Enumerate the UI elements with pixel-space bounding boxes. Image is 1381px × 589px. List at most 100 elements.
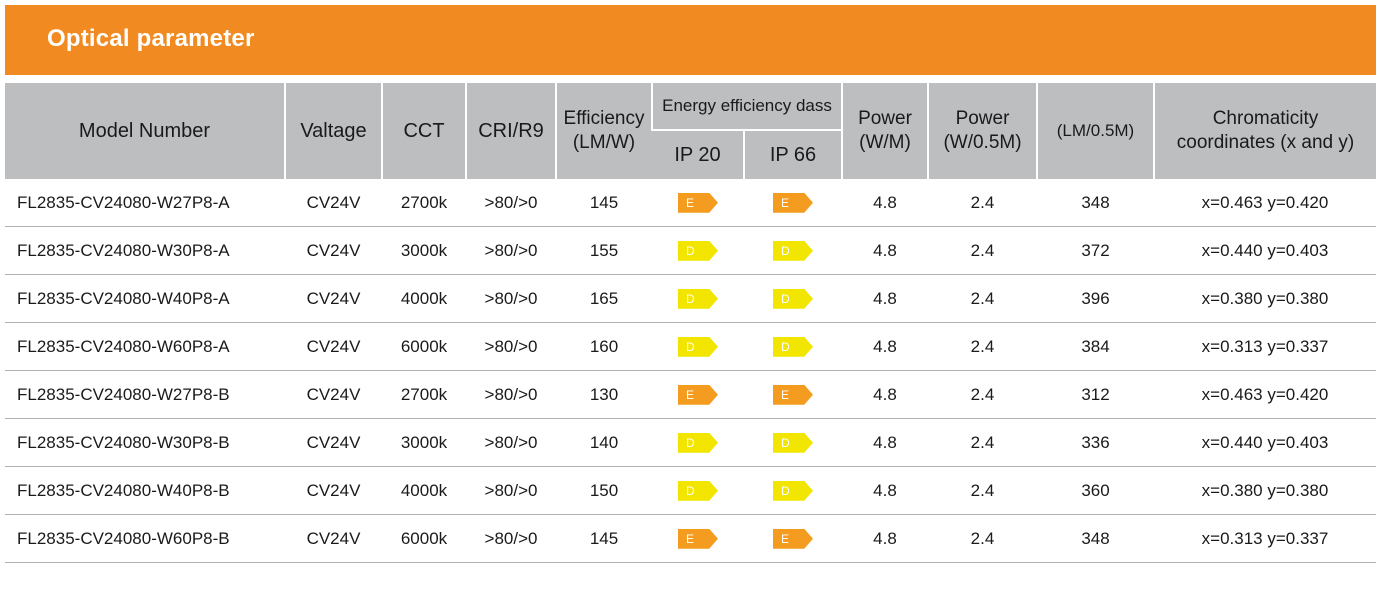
efficiency-cell: 150 [556, 466, 652, 515]
power-per-meter-cell: 4.8 [842, 322, 928, 371]
power-per-half-meter-cell: 2.4 [928, 466, 1037, 515]
lumen-cell: 312 [1037, 370, 1154, 419]
cct-cell: 6000k [382, 514, 466, 563]
energy-class-badge: E [678, 384, 718, 405]
ip66-class-cell: D [744, 274, 842, 323]
model-number-cell: FL2835-CV24080-W30P8-B [5, 418, 285, 467]
table-row: FL2835-CV24080-W60P8-A CV24V 6000k >80/>0 16… [5, 322, 1376, 371]
energy-class-badge: D [678, 336, 718, 357]
energy-class-badge: D [773, 336, 813, 357]
voltage-cell: CV24V [285, 466, 382, 515]
model-number-cell: FL2835-CV24080-W30P8-A [5, 226, 285, 275]
power-per-half-meter-cell: 2.4 [928, 370, 1037, 419]
voltage-cell: CV24V [285, 370, 382, 419]
power-per-meter-cell: 4.8 [842, 418, 928, 467]
ip20-class-cell: E [652, 179, 744, 227]
efficiency-cell: 140 [556, 418, 652, 467]
energy-class-badge: D [773, 480, 813, 501]
power-per-half-meter-cell: 2.4 [928, 179, 1037, 227]
voltage-cell: CV24V [285, 322, 382, 371]
power-per-half-meter-cell: 2.4 [928, 322, 1037, 371]
header-energy-efficiency-class: Energy efficiency dass [651, 83, 842, 131]
cri-cell: >80/>0 [466, 322, 556, 371]
energy-class-badge: D [678, 432, 718, 453]
table-row: FL2835-CV24080-W27P8-B CV24V 2700k >80/>0 13… [5, 370, 1376, 419]
cct-cell: 2700k [382, 179, 466, 227]
model-number-cell: FL2835-CV24080-W60P8-B [5, 514, 285, 563]
ip66-class-cell: D [744, 418, 842, 467]
lumen-cell: 384 [1037, 322, 1154, 371]
efficiency-cell: 160 [556, 322, 652, 371]
efficiency-cell: 155 [556, 226, 652, 275]
table-row: FL2835-CV24080-W40P8-A CV24V 4000k >80/>0 16… [5, 274, 1376, 323]
power-per-meter-cell: 4.8 [842, 466, 928, 515]
cct-cell: 6000k [382, 322, 466, 371]
ip66-class-cell: E [744, 370, 842, 419]
power-per-half-meter-cell: 2.4 [928, 226, 1037, 275]
lumen-cell: 348 [1037, 179, 1154, 227]
chromaticity-cell: x=0.313 y=0.337 [1154, 322, 1376, 371]
header-lumen-per-half-meter: (LM/0.5M) [1036, 83, 1154, 179]
power-per-meter-cell: 4.8 [842, 274, 928, 323]
energy-class-badge: D [773, 432, 813, 453]
ip20-class-cell: E [652, 514, 744, 563]
model-number-cell: FL2835-CV24080-W40P8-B [5, 466, 285, 515]
voltage-cell: CV24V [285, 418, 382, 467]
lumen-cell: 396 [1037, 274, 1154, 323]
lumen-cell: 360 [1037, 466, 1154, 515]
cri-cell: >80/>0 [466, 370, 556, 419]
chromaticity-cell: x=0.440 y=0.403 [1154, 418, 1376, 467]
chromaticity-cell: x=0.313 y=0.337 [1154, 514, 1376, 563]
ip20-class-cell: E [652, 370, 744, 419]
efficiency-cell: 165 [556, 274, 652, 323]
ip20-class-cell: D [652, 418, 744, 467]
energy-class-badge: E [678, 192, 718, 213]
ip66-class-cell: E [744, 179, 842, 227]
efficiency-cell: 145 [556, 514, 652, 563]
header-cri: CRI/R9 [465, 83, 556, 179]
cri-cell: >80/>0 [466, 179, 556, 227]
model-number-cell: FL2835-CV24080-W40P8-A [5, 274, 285, 323]
header-power-per-meter: Power (W/M) [841, 83, 928, 179]
header-voltage: Valtage [284, 83, 382, 179]
power-per-half-meter-cell: 2.4 [928, 418, 1037, 467]
model-number-cell: FL2835-CV24080-W27P8-B [5, 370, 285, 419]
energy-class-badge: E [678, 528, 718, 549]
table-row: FL2835-CV24080-W30P8-B CV24V 3000k >80/>0 14… [5, 418, 1376, 467]
ip66-class-cell: D [744, 322, 842, 371]
table-row: FL2835-CV24080-W60P8-B CV24V 6000k >80/>0 14… [5, 514, 1376, 563]
model-number-cell: FL2835-CV24080-W60P8-A [5, 322, 285, 371]
voltage-cell: CV24V [285, 514, 382, 563]
cct-cell: 4000k [382, 274, 466, 323]
chromaticity-cell: x=0.463 y=0.420 [1154, 179, 1376, 227]
ip66-class-cell: E [744, 514, 842, 563]
ip20-class-cell: D [652, 274, 744, 323]
header-power-per-half-meter: Power (W/0.5M) [927, 83, 1037, 179]
chromaticity-cell: x=0.380 y=0.380 [1154, 466, 1376, 515]
efficiency-cell: 130 [556, 370, 652, 419]
energy-class-badge: D [678, 288, 718, 309]
cri-cell: >80/>0 [466, 274, 556, 323]
power-per-meter-cell: 4.8 [842, 226, 928, 275]
model-number-cell: FL2835-CV24080-W27P8-A [5, 179, 285, 227]
cct-cell: 3000k [382, 418, 466, 467]
chromaticity-cell: x=0.463 y=0.420 [1154, 370, 1376, 419]
table-row: FL2835-CV24080-W40P8-B CV24V 4000k >80/>0 15… [5, 466, 1376, 515]
chromaticity-cell: x=0.380 y=0.380 [1154, 274, 1376, 323]
energy-class-badge: D [678, 480, 718, 501]
voltage-cell: CV24V [285, 179, 382, 227]
header-ip66: IP 66 [743, 130, 842, 179]
table-row: FL2835-CV24080-W30P8-A CV24V 3000k >80/>0 15… [5, 226, 1376, 275]
page-title: Optical parameter [47, 25, 255, 52]
voltage-cell: CV24V [285, 226, 382, 275]
ip20-class-cell: D [652, 322, 744, 371]
cct-cell: 2700k [382, 370, 466, 419]
power-per-meter-cell: 4.8 [842, 514, 928, 563]
lumen-cell: 348 [1037, 514, 1154, 563]
header-chromaticity: Chromaticity coordinates (x and y) [1153, 83, 1376, 179]
header-model-number: Model Number [5, 83, 285, 179]
lumen-cell: 372 [1037, 226, 1154, 275]
energy-class-badge: D [773, 288, 813, 309]
power-per-half-meter-cell: 2.4 [928, 514, 1037, 563]
header-cct: CCT [381, 83, 466, 179]
